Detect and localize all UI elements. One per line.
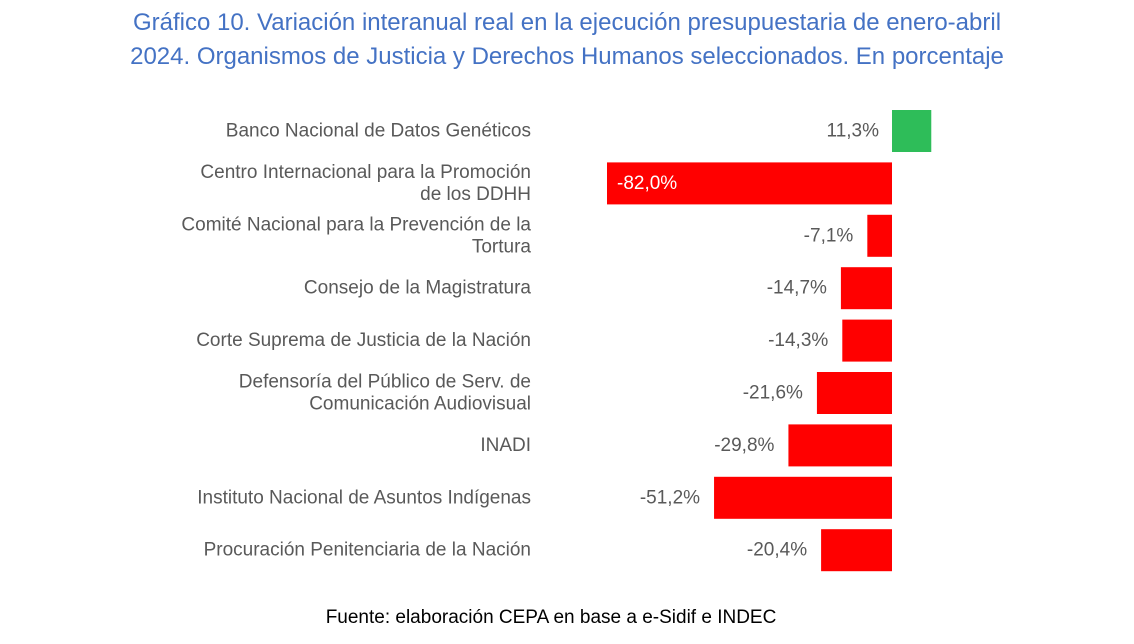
- category-label: Comité Nacional para la Prevención de la…: [181, 214, 531, 257]
- category-labels: Banco Nacional de Datos Genéticos Centro …: [181, 121, 531, 561]
- chart-title-line-1: Gráfico 10. Variación interanual real en…: [132, 9, 1002, 36]
- value-label: -82,0%: [617, 173, 677, 194]
- value-label: 11,3%: [827, 121, 880, 142]
- category-label-line: Centro Internacional para la Promoción: [200, 162, 531, 183]
- category-label-line: Instituto Nacional de Asuntos Indígenas: [197, 487, 531, 508]
- category-label-line: Banco Nacional de Datos Genéticos: [226, 121, 531, 142]
- category-label: INADI: [480, 435, 531, 456]
- value-label: -21,6%: [743, 383, 803, 404]
- value-labels: 11,3% -82,0% -7,1% -14,7% -14,3% -21,6% -29,8%…: [617, 121, 879, 561]
- chart-source: Fuente: elaboración CEPA en base a e-Sid…: [325, 607, 777, 628]
- category-label: Procuración Penitenciaria de la Nación: [204, 540, 531, 561]
- bar-negative: [821, 529, 892, 572]
- category-label: Corte Suprema de Justicia de la Nación: [196, 330, 531, 351]
- category-label: Instituto Nacional de Asuntos Indígenas: [197, 487, 531, 508]
- category-label-line: Tortura: [472, 236, 532, 257]
- category-label: Defensoría del Público de Serv. de Comuni…: [239, 372, 531, 415]
- category-label-line: Corte Suprema de Justicia de la Nación: [196, 330, 531, 351]
- category-label-line: Consejo de la Magistratura: [304, 278, 531, 299]
- value-label: -14,3%: [768, 330, 828, 351]
- bar-positive: [892, 110, 932, 152]
- category-label: Banco Nacional de Datos Genéticos: [226, 121, 531, 142]
- category-label-line: de los DDHH: [420, 184, 531, 205]
- chart-title-line-2: 2024. Organismos de Justicia y Derechos …: [130, 43, 1004, 70]
- category-label: Centro Internacional para la Promoción de…: [200, 162, 531, 205]
- bar-negative: [788, 424, 892, 467]
- bar-negative: [714, 476, 892, 519]
- value-label: -20,4%: [747, 540, 807, 561]
- bar-negative: [842, 319, 892, 362]
- value-label: -51,2%: [640, 487, 700, 508]
- category-label-line: Comunicación Audiovisual: [309, 394, 531, 415]
- bar-negative: [840, 267, 892, 310]
- category-label: Consejo de la Magistratura: [304, 278, 531, 299]
- value-label: -7,1%: [804, 225, 854, 246]
- category-label-line: INADI: [480, 435, 531, 456]
- value-label: -29,8%: [714, 435, 774, 456]
- category-label-line: Procuración Penitenciaria de la Nación: [204, 540, 531, 561]
- bar-chart: Banco Nacional de Datos Genéticos Centro …: [181, 110, 932, 572]
- bar-negative: [816, 372, 892, 414]
- bar-negative: [867, 214, 892, 257]
- bar-negative: [607, 162, 892, 205]
- chart-title: Gráfico 10. Variación interanual real en…: [0, 6, 1134, 74]
- category-label-line: Defensoría del Público de Serv. de: [239, 372, 531, 393]
- value-label: -14,7%: [767, 278, 827, 299]
- category-label-line: Comité Nacional para la Prevención de la: [181, 214, 531, 235]
- bars: [607, 110, 932, 572]
